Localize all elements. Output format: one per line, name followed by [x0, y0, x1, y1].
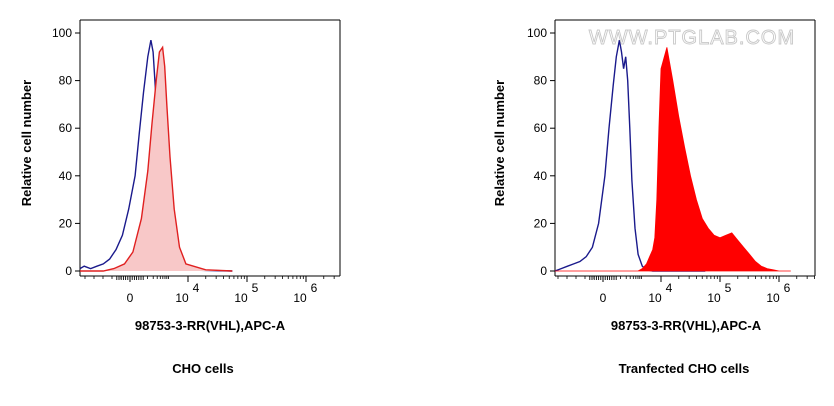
x-tick-label: 0 [600, 291, 607, 305]
y-tick-label: 0 [540, 264, 547, 278]
stained-histogram-line [80, 45, 233, 272]
x-axis-label-left: 98753-3-RR(VHL),APC-A [135, 318, 286, 333]
chart-title-left: CHO cells [172, 361, 233, 376]
y-tick-label: 100 [52, 26, 72, 40]
stained-histogram-fill [80, 47, 233, 271]
y-tick-label: 100 [527, 26, 547, 40]
y-axis-label-left: Relative cell number [19, 80, 34, 206]
x-axis-label-right: 98753-3-RR(VHL),APC-A [611, 318, 762, 333]
y-tick-label: 20 [534, 216, 548, 230]
x-tick-exponent: 6 [784, 281, 791, 295]
plot-area-right: 0 20 40 60 80 100 0 10 4 10 5 10 6 [527, 19, 816, 305]
y-tick-label: 0 [65, 264, 72, 278]
y-tick-label: 80 [534, 74, 548, 88]
x-tick-exponent: 5 [252, 281, 259, 295]
y-tick-label: 80 [59, 74, 73, 88]
x-tick-label: 0 [127, 291, 134, 305]
x-tick-exponent: 4 [193, 281, 200, 295]
watermark-text: WWW.PTGLAB.COM [589, 27, 795, 49]
x-tick-exponent: 5 [725, 281, 732, 295]
y-tick-label: 20 [59, 216, 73, 230]
x-tick-label: 10 [175, 291, 189, 305]
plot-area-left: 0 20 40 60 80 100 0 10 4 10 5 10 6 [52, 19, 341, 305]
x-tick-exponent: 4 [666, 281, 673, 295]
chart-title-right: Tranfected CHO cells [619, 361, 750, 376]
x-tick-exponent: 6 [311, 281, 318, 295]
x-tick-label: 10 [234, 291, 248, 305]
y-axis-label-right: Relative cell number [492, 80, 507, 206]
x-tick-label: 10 [648, 291, 662, 305]
panel-tranfected-cho-cells: 0 20 40 60 80 100 0 10 4 10 5 10 6 Relative cell num… [492, 19, 816, 376]
y-tick-label: 40 [534, 169, 548, 183]
panel-cho-cells: 0 20 40 60 80 100 0 10 4 10 5 10 6 Relative cell num… [19, 19, 341, 376]
transfected-histogram-fill [555, 47, 791, 272]
x-tick-label: 10 [766, 291, 780, 305]
control-histogram-line [554, 39, 706, 272]
x-tick-label: 10 [707, 291, 721, 305]
y-tick-label: 60 [534, 121, 548, 135]
y-tick-label: 60 [59, 121, 73, 135]
y-tick-label: 40 [59, 169, 73, 183]
x-tick-label: 10 [293, 291, 307, 305]
